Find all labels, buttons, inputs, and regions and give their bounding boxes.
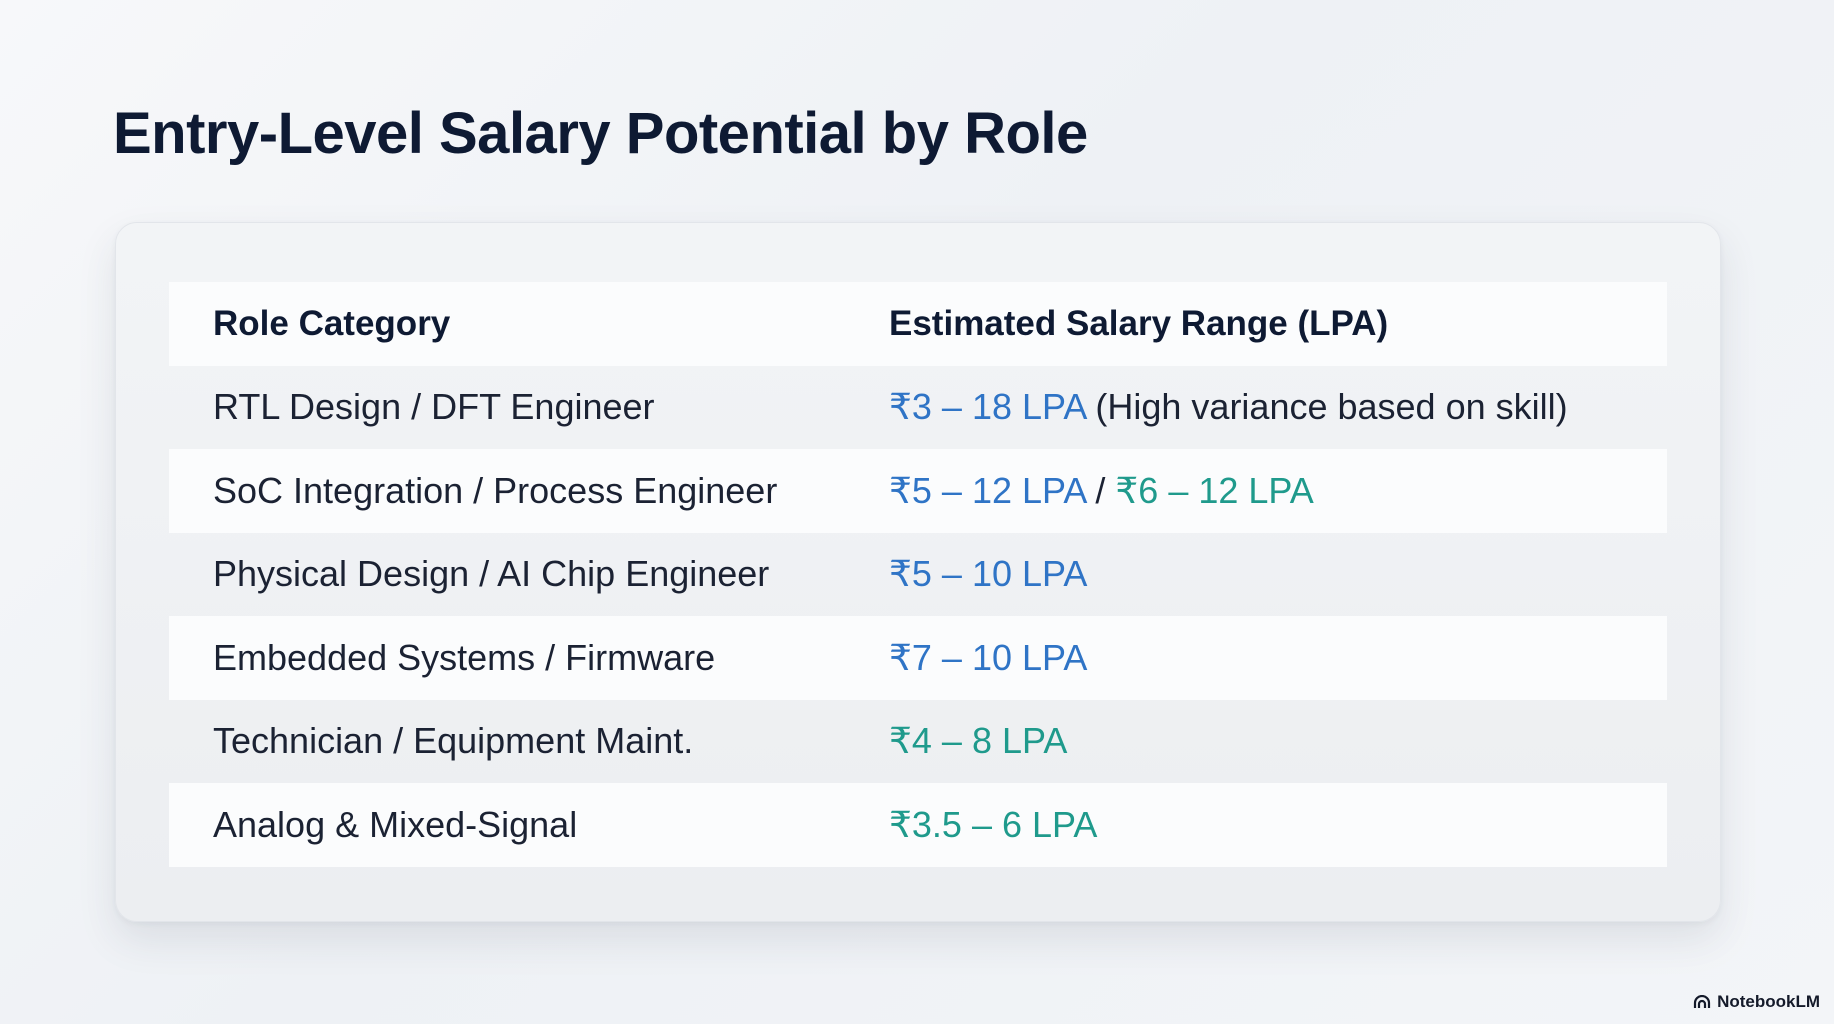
- salary-cell: ₹5 – 10 LPA: [889, 553, 1667, 595]
- role-cell: Analog & Mixed-Signal: [213, 803, 578, 845]
- salary-cell: ₹4 – 8 LPA: [889, 720, 1667, 762]
- table-row: Technician / Equipment Maint. ₹4 – 8 LPA: [169, 700, 1667, 784]
- salary-table: Role Category Estimated Salary Range (LP…: [169, 282, 1667, 867]
- role-cell: RTL Design / DFT Engineer: [213, 386, 655, 428]
- salary-range: ₹3 – 18 LPA: [889, 386, 1086, 428]
- salary-range: ₹3.5 – 6 LPA: [889, 803, 1098, 845]
- notebooklm-watermark: NotebookLM: [1693, 992, 1820, 1012]
- salary-cell: ₹3 – 18 LPA (High variance based on skil…: [889, 386, 1667, 428]
- salary-range: ₹5 – 10 LPA: [889, 553, 1088, 595]
- page-title: Entry-Level Salary Potential by Role: [113, 101, 1088, 166]
- table-row: Embedded Systems / Firmware ₹7 – 10 LPA: [169, 616, 1667, 700]
- salary-cell: ₹7 – 10 LPA: [889, 637, 1667, 679]
- salary-range: ₹7 – 10 LPA: [889, 636, 1088, 678]
- role-cell: Technician / Equipment Maint.: [213, 720, 694, 762]
- salary-table-card: Role Category Estimated Salary Range (LP…: [115, 222, 1721, 922]
- header-salary-range: Estimated Salary Range (LPA): [889, 303, 1389, 343]
- brand-name: NotebookLM: [1717, 992, 1820, 1011]
- salary-range: ₹5 – 12 LPA: [889, 469, 1086, 511]
- role-cell: Physical Design / AI Chip Engineer: [213, 553, 770, 595]
- salary-separator: /: [1085, 469, 1116, 511]
- salary-range-secondary: ₹6 – 12 LPA: [1115, 469, 1314, 511]
- salary-note: (High variance based on skill): [1085, 386, 1568, 428]
- table-row: SoC Integration / Process Engineer ₹5 – …: [169, 449, 1667, 533]
- salary-cell: ₹5 – 12 LPA / ₹6 – 12 LPA: [889, 470, 1667, 512]
- role-cell: SoC Integration / Process Engineer: [213, 469, 778, 511]
- table-row: Physical Design / AI Chip Engineer ₹5 – …: [169, 533, 1667, 617]
- header-role-category: Role Category: [213, 303, 451, 343]
- table-header-row: Role Category Estimated Salary Range (LP…: [169, 282, 1667, 366]
- notebooklm-logo-icon: [1693, 995, 1711, 1009]
- salary-range: ₹4 – 8 LPA: [889, 720, 1068, 762]
- table-row: RTL Design / DFT Engineer ₹3 – 18 LPA (H…: [169, 366, 1667, 450]
- table-row: Analog & Mixed-Signal ₹3.5 – 6 LPA: [169, 783, 1667, 867]
- role-cell: Embedded Systems / Firmware: [213, 636, 716, 678]
- salary-cell: ₹3.5 – 6 LPA: [889, 804, 1667, 846]
